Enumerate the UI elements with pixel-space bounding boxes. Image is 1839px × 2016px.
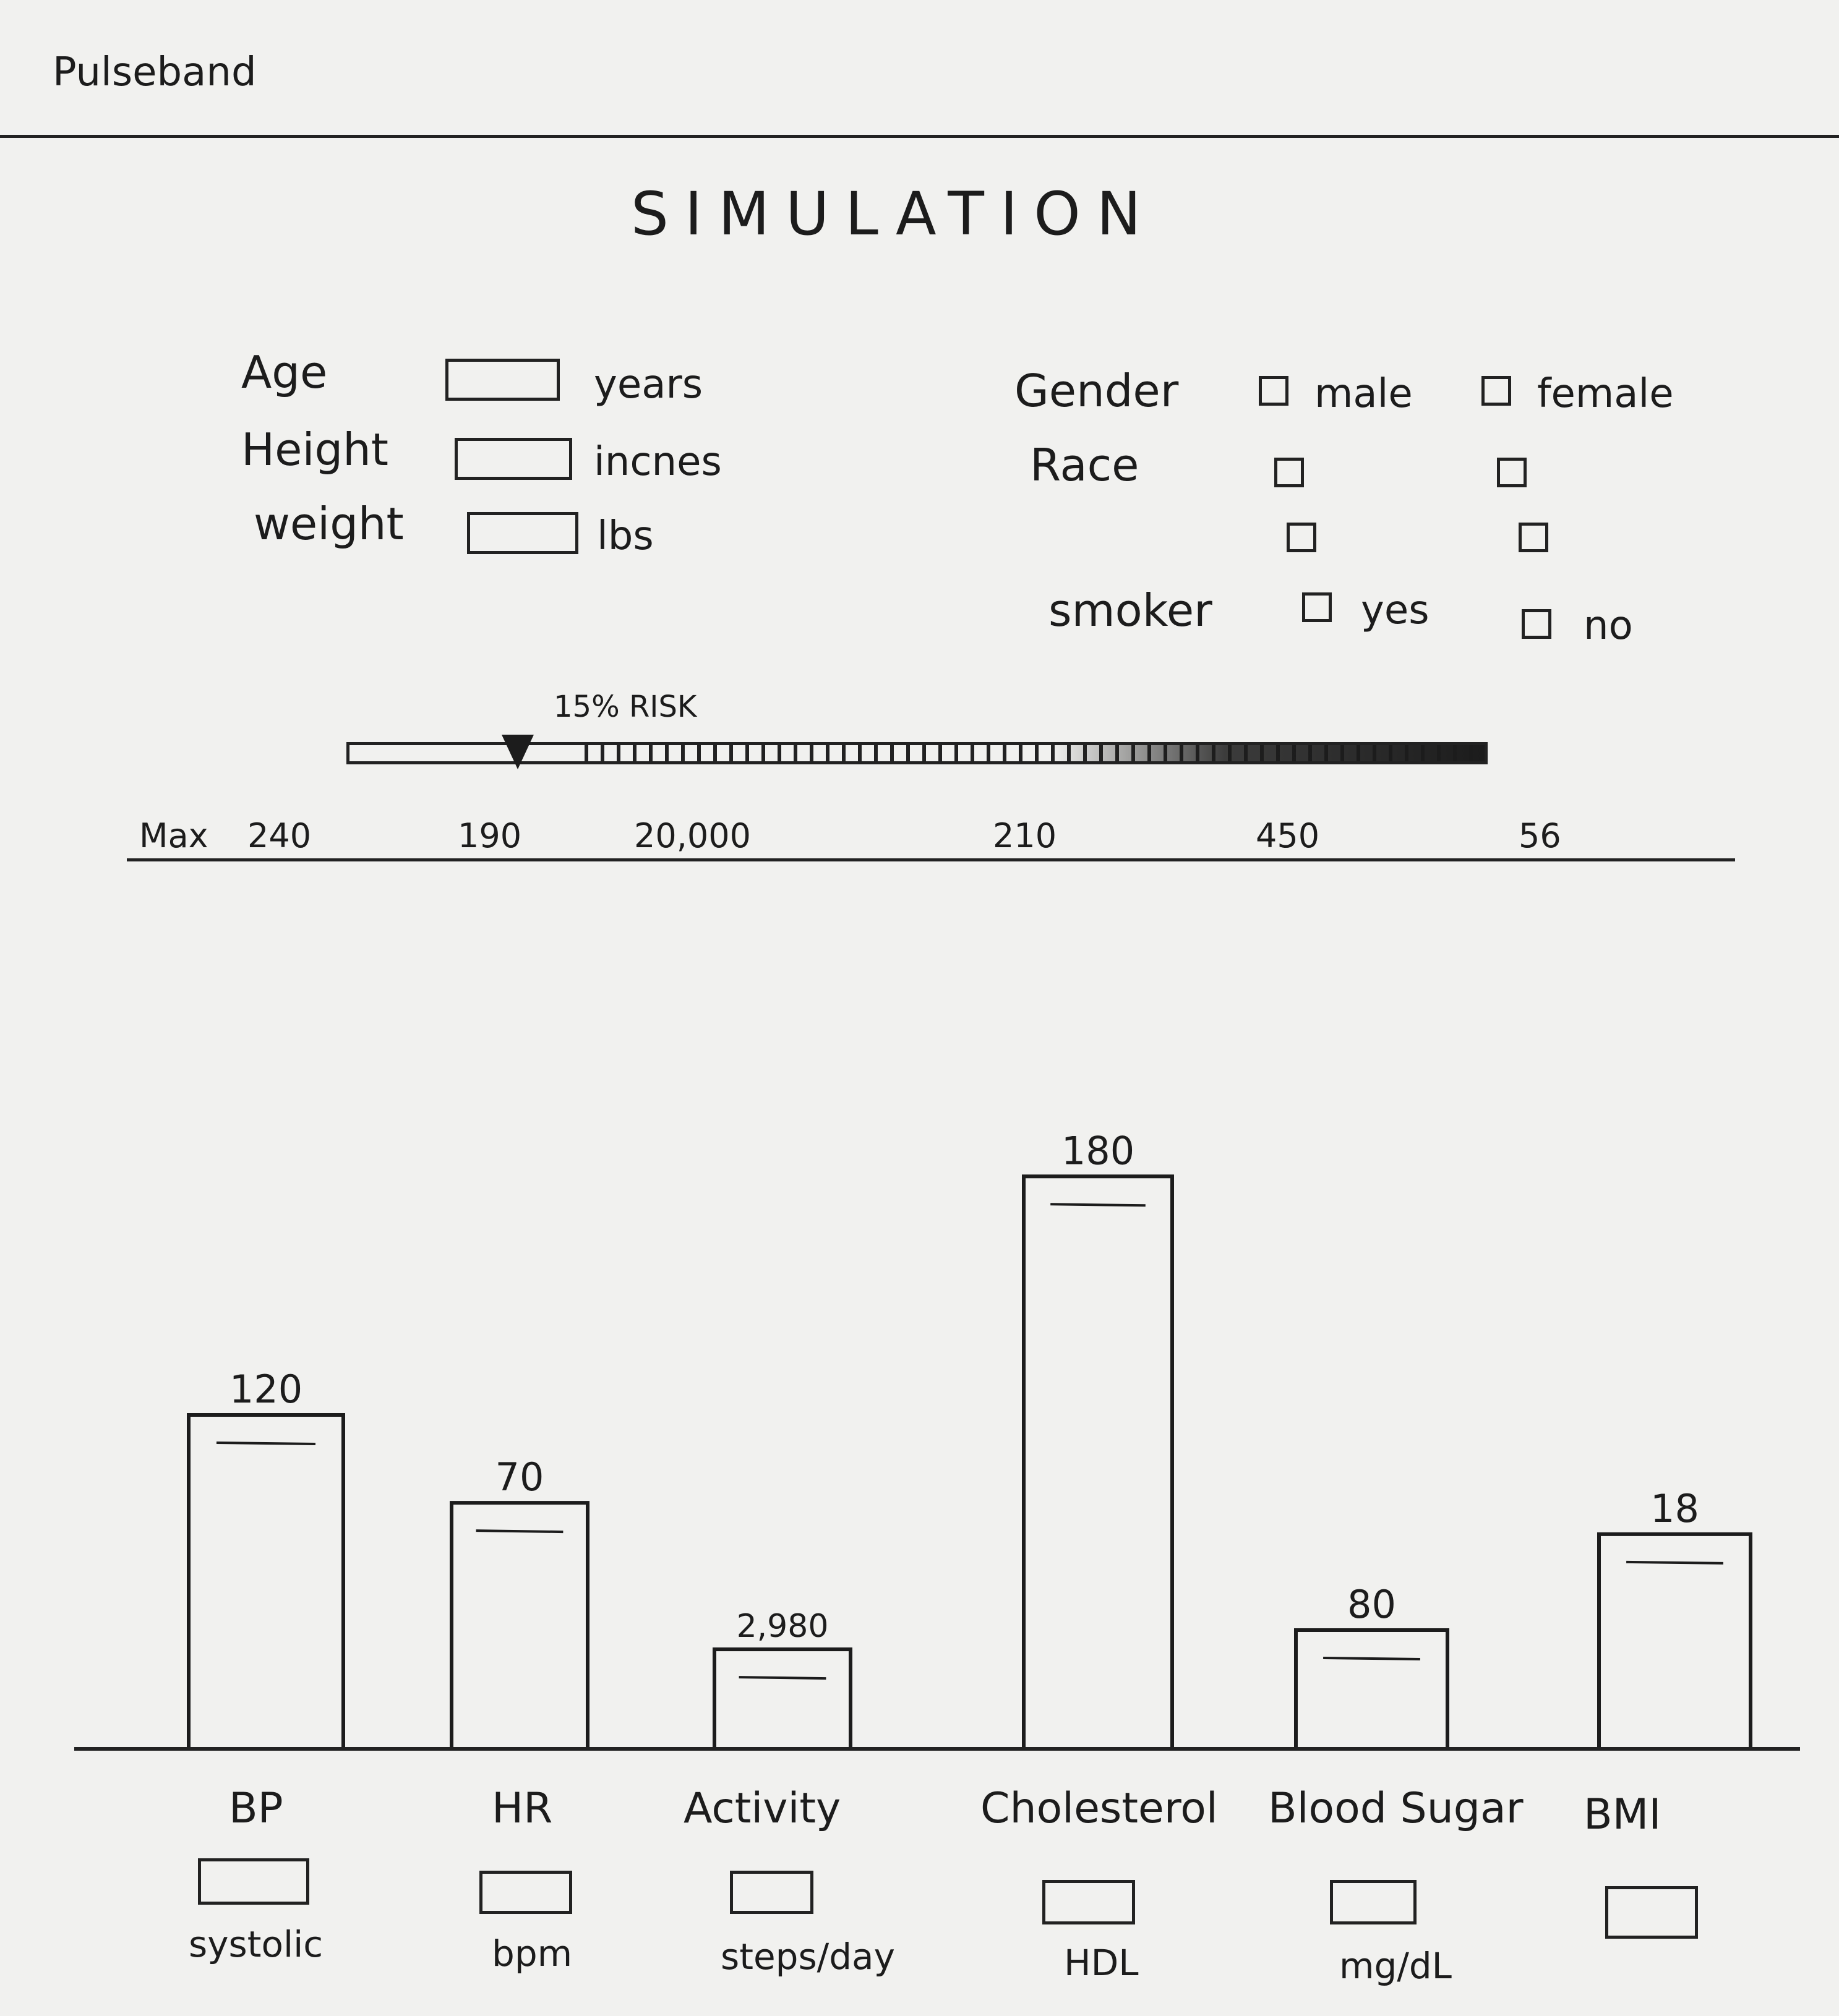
- race-option-1-checkbox[interactable]: [1274, 458, 1304, 487]
- cholesterol-input[interactable]: [1042, 1880, 1135, 1924]
- bar-value-label-2: 2,980: [737, 1608, 829, 1645]
- bar-value-label-0: 120: [229, 1367, 302, 1412]
- metric-label-hr: HR: [492, 1784, 553, 1833]
- bar-value-label-4: 80: [1347, 1582, 1396, 1627]
- max-value-bp: 240: [247, 816, 312, 855]
- bmi-input[interactable]: [1605, 1886, 1698, 1939]
- smoker-yes-checkbox[interactable]: [1302, 592, 1332, 622]
- blood-sugar-input[interactable]: [1330, 1880, 1417, 1924]
- weight-input[interactable]: [467, 512, 578, 554]
- smoker-no-label: no: [1584, 603, 1633, 649]
- weight-label: weight: [254, 498, 404, 550]
- bp-input[interactable]: [198, 1858, 309, 1905]
- risk-slider-thumb[interactable]: [501, 735, 534, 769]
- max-value-blood-sugar: 450: [1256, 816, 1320, 855]
- activity-input[interactable]: [730, 1871, 813, 1914]
- bar-hr: [450, 1501, 589, 1751]
- age-unit: years: [594, 362, 703, 408]
- bar-bp: [187, 1413, 345, 1751]
- gender-female-label: female: [1537, 371, 1674, 417]
- max-value-hr: 190: [458, 816, 522, 855]
- max-value-activity: 20,000: [634, 816, 751, 855]
- bar-target-mark-5: [1626, 1560, 1723, 1565]
- height-label: Height: [241, 424, 389, 476]
- max-value-bmi: 56: [1519, 816, 1561, 855]
- bar-cholesterol: [1022, 1174, 1174, 1751]
- metric-label-activity: Activity: [684, 1784, 841, 1833]
- max-row-divider: [127, 858, 1735, 861]
- age-label: Age: [241, 346, 328, 398]
- race-option-4-checkbox[interactable]: [1519, 523, 1548, 552]
- gender-male-label: male: [1314, 371, 1413, 417]
- bar-value-label-3: 180: [1061, 1128, 1134, 1173]
- bar-target-mark-1: [476, 1529, 564, 1534]
- gender-female-checkbox[interactable]: [1481, 376, 1511, 406]
- race-option-2-checkbox[interactable]: [1497, 458, 1527, 487]
- metric-unit-blood-sugar: mg/dL: [1339, 1945, 1452, 1987]
- chart-baseline: [74, 1747, 1800, 1751]
- header-divider: [0, 135, 1839, 138]
- gender-male-checkbox[interactable]: [1259, 376, 1288, 406]
- metric-label-blood-sugar: Blood Sugar: [1268, 1784, 1524, 1833]
- height-input[interactable]: [455, 438, 572, 480]
- risk-label: 15% RISK: [554, 690, 697, 724]
- metric-unit-activity: steps/day: [721, 1936, 895, 1978]
- metric-label-cholesterol: Cholesterol: [980, 1784, 1218, 1833]
- bar-target-mark-0: [216, 1442, 316, 1445]
- metric-label-bmi: BMI: [1584, 1790, 1661, 1839]
- hr-input[interactable]: [479, 1871, 572, 1914]
- height-unit: incnes: [594, 439, 722, 485]
- bar-value-label-5: 18: [1650, 1486, 1699, 1531]
- metric-label-bp: BP: [229, 1784, 283, 1833]
- race-option-3-checkbox[interactable]: [1287, 523, 1316, 552]
- bar-activity: [713, 1647, 852, 1751]
- gender-label: Gender: [1014, 365, 1179, 417]
- bar-target-mark-2: [739, 1676, 826, 1680]
- max-label: Max: [139, 816, 208, 855]
- smoker-label: smoker: [1048, 584, 1212, 636]
- bar-bmi: [1597, 1532, 1752, 1751]
- smoker-no-checkbox[interactable]: [1522, 609, 1551, 639]
- age-input[interactable]: [445, 359, 560, 401]
- bar-value-label-1: 70: [495, 1454, 544, 1500]
- bar-target-mark-4: [1323, 1657, 1420, 1660]
- metric-unit-hr: bpm: [492, 1933, 573, 1975]
- bar-blood-sugar: [1294, 1628, 1449, 1751]
- risk-slider-high-zone: [1052, 745, 1485, 761]
- weight-unit: lbs: [597, 513, 654, 559]
- max-value-cholesterol: 210: [993, 816, 1057, 855]
- brand-logo-text: Pulseband: [53, 49, 257, 95]
- page-title: SIMULATION: [631, 179, 1157, 249]
- risk-slider[interactable]: [346, 742, 1488, 764]
- metric-unit-cholesterol: HDL: [1064, 1942, 1139, 1984]
- race-label: Race: [1030, 439, 1139, 491]
- metrics-bar-chart: 120 70 2,980 180 80 18: [187, 1128, 1752, 1751]
- bar-target-mark-3: [1050, 1203, 1146, 1207]
- smoker-yes-label: yes: [1361, 587, 1430, 633]
- metric-unit-bp: systolic: [189, 1923, 324, 1965]
